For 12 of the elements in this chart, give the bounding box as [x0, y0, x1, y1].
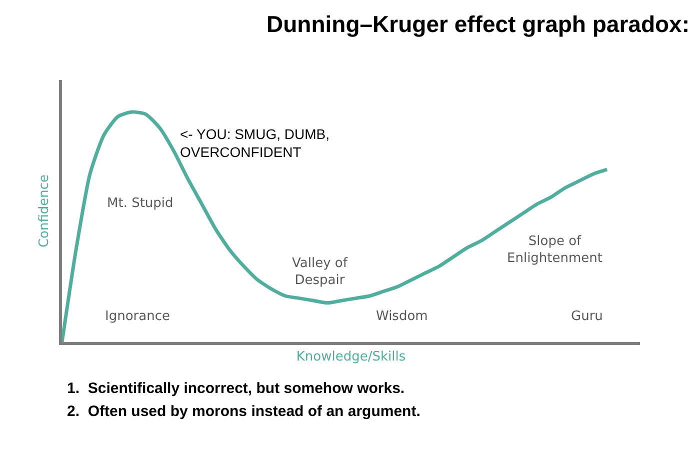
- y-axis-title: Confidence: [36, 174, 52, 248]
- text: 1. Scientifically incorrect, but somehow works.: [67, 380, 405, 397]
- annotation: Valley of Despair: [292, 256, 348, 288]
- text: 2. Often used by morons instead of an argument.: [67, 403, 420, 420]
- annotation: <- YOU: SMUG, DUMB, OVERCONFIDENT: [180, 126, 330, 160]
- annotation: Guru: [571, 309, 603, 324]
- chart-title: Dunning–Kruger effect graph paradox:: [266, 10, 690, 37]
- x-axis-title: Knowledge/Skills: [296, 350, 406, 365]
- annotation: Wisdom: [376, 309, 428, 324]
- annotation: Ignorance: [105, 309, 170, 324]
- annotation: Slope of Enlightenment: [507, 234, 603, 266]
- annotation: Mt. Stupid: [107, 196, 174, 211]
